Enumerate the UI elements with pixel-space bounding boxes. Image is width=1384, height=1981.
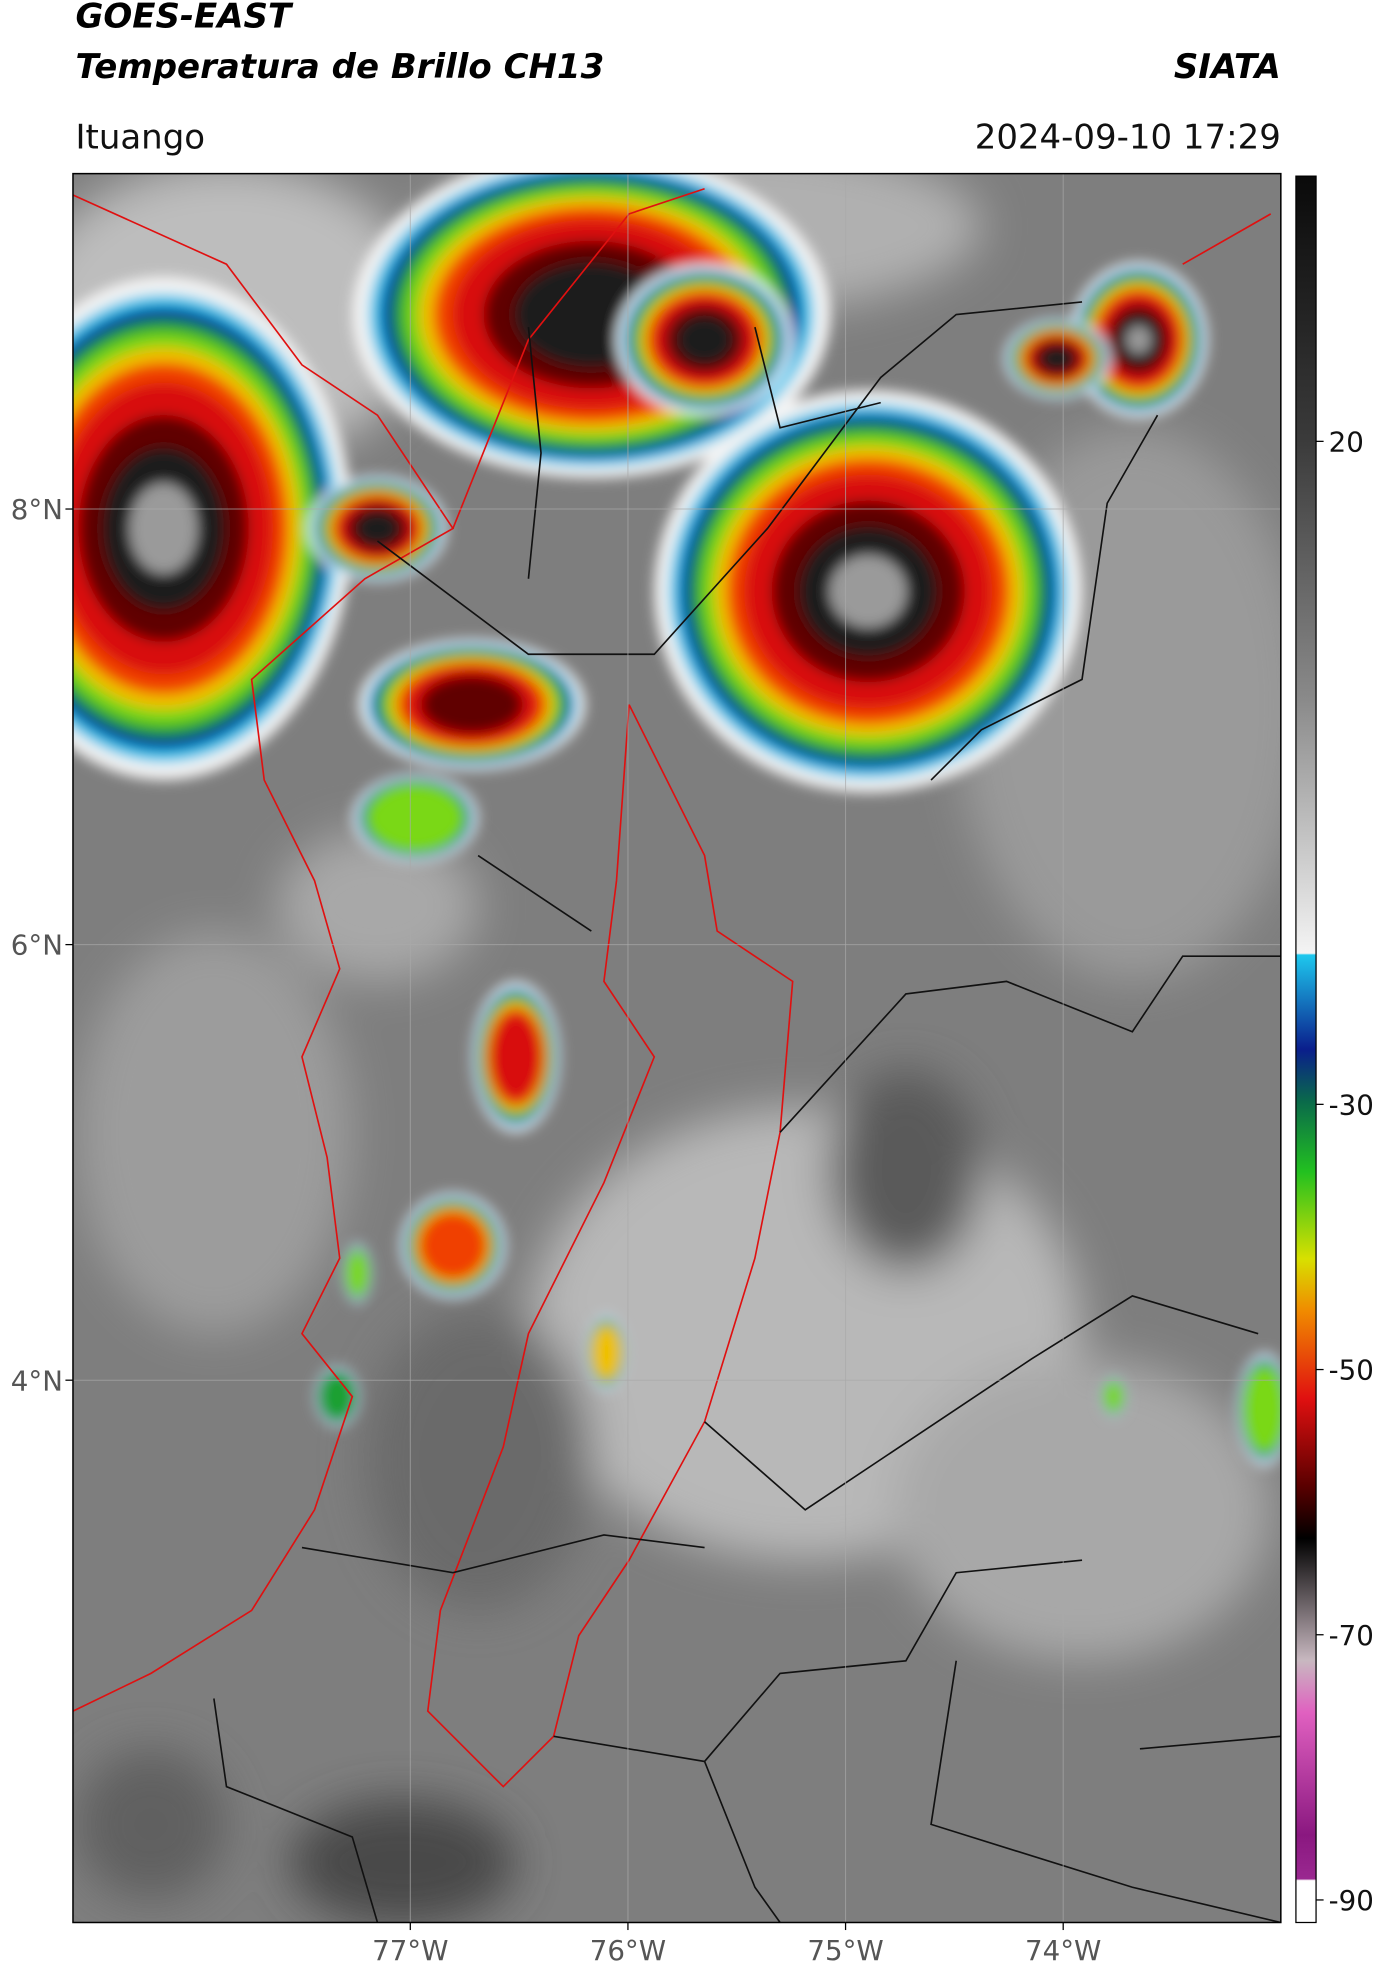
- cloud-texture: [289, 1799, 516, 1923]
- colorbar-tick-label: -50: [1329, 1354, 1374, 1387]
- colorbar: [1295, 175, 1317, 1924]
- timestamp: 2024-09-10 17:29: [975, 117, 1281, 157]
- cloud-top: [1126, 325, 1152, 354]
- cloud-top: [318, 1371, 356, 1422]
- lon-tick-label: 75°W: [807, 1934, 883, 1967]
- lon-tick-label: 77°W: [372, 1934, 448, 1967]
- cloud-top: [418, 1210, 488, 1281]
- cloud-texture: [893, 1358, 1271, 1661]
- colorbar-tick-label: -30: [1329, 1088, 1374, 1121]
- cloud-top: [1103, 1380, 1124, 1413]
- lat-tick-label: 4°N: [11, 1364, 63, 1397]
- cloud-texture: [364, 1308, 592, 1611]
- cloud-top: [1242, 1365, 1281, 1454]
- cloud-texture: [75, 1748, 227, 1900]
- cloud-top: [1039, 345, 1074, 372]
- cloud-top: [420, 675, 523, 735]
- lon-tick-label: 76°W: [590, 1934, 666, 1967]
- cloud-top: [345, 1249, 370, 1297]
- cloud-top: [676, 315, 733, 364]
- cloud-texture: [276, 830, 479, 982]
- lat-tick-label: 8°N: [11, 493, 63, 526]
- colorbar-tick-label: -70: [1329, 1619, 1374, 1652]
- subtitle: Temperatura de Brillo CH13: [75, 47, 604, 87]
- location: Ituango: [75, 117, 205, 157]
- map-frame: [72, 172, 1282, 1924]
- lat-tick-label: 6°N: [11, 929, 63, 962]
- borders: [72, 187, 1281, 1923]
- cloud-top: [591, 1325, 621, 1380]
- cloud-top: [366, 783, 465, 853]
- cloud-top: [129, 483, 198, 574]
- title: GOES-EAST: [75, 0, 293, 37]
- cloud-texture: [75, 931, 353, 1334]
- satellite-image: [72, 173, 1281, 1923]
- cloud-top: [355, 511, 400, 546]
- cloud-texture: [830, 1069, 982, 1271]
- cloud-top: [490, 1013, 542, 1101]
- colorbar-tick-label: -90: [1329, 1884, 1374, 1917]
- source: SIATA: [1174, 47, 1281, 87]
- colorbar-tick-label: 20: [1329, 425, 1364, 458]
- lon-tick-label: 74°W: [1025, 1934, 1101, 1967]
- cloud-top: [829, 555, 907, 628]
